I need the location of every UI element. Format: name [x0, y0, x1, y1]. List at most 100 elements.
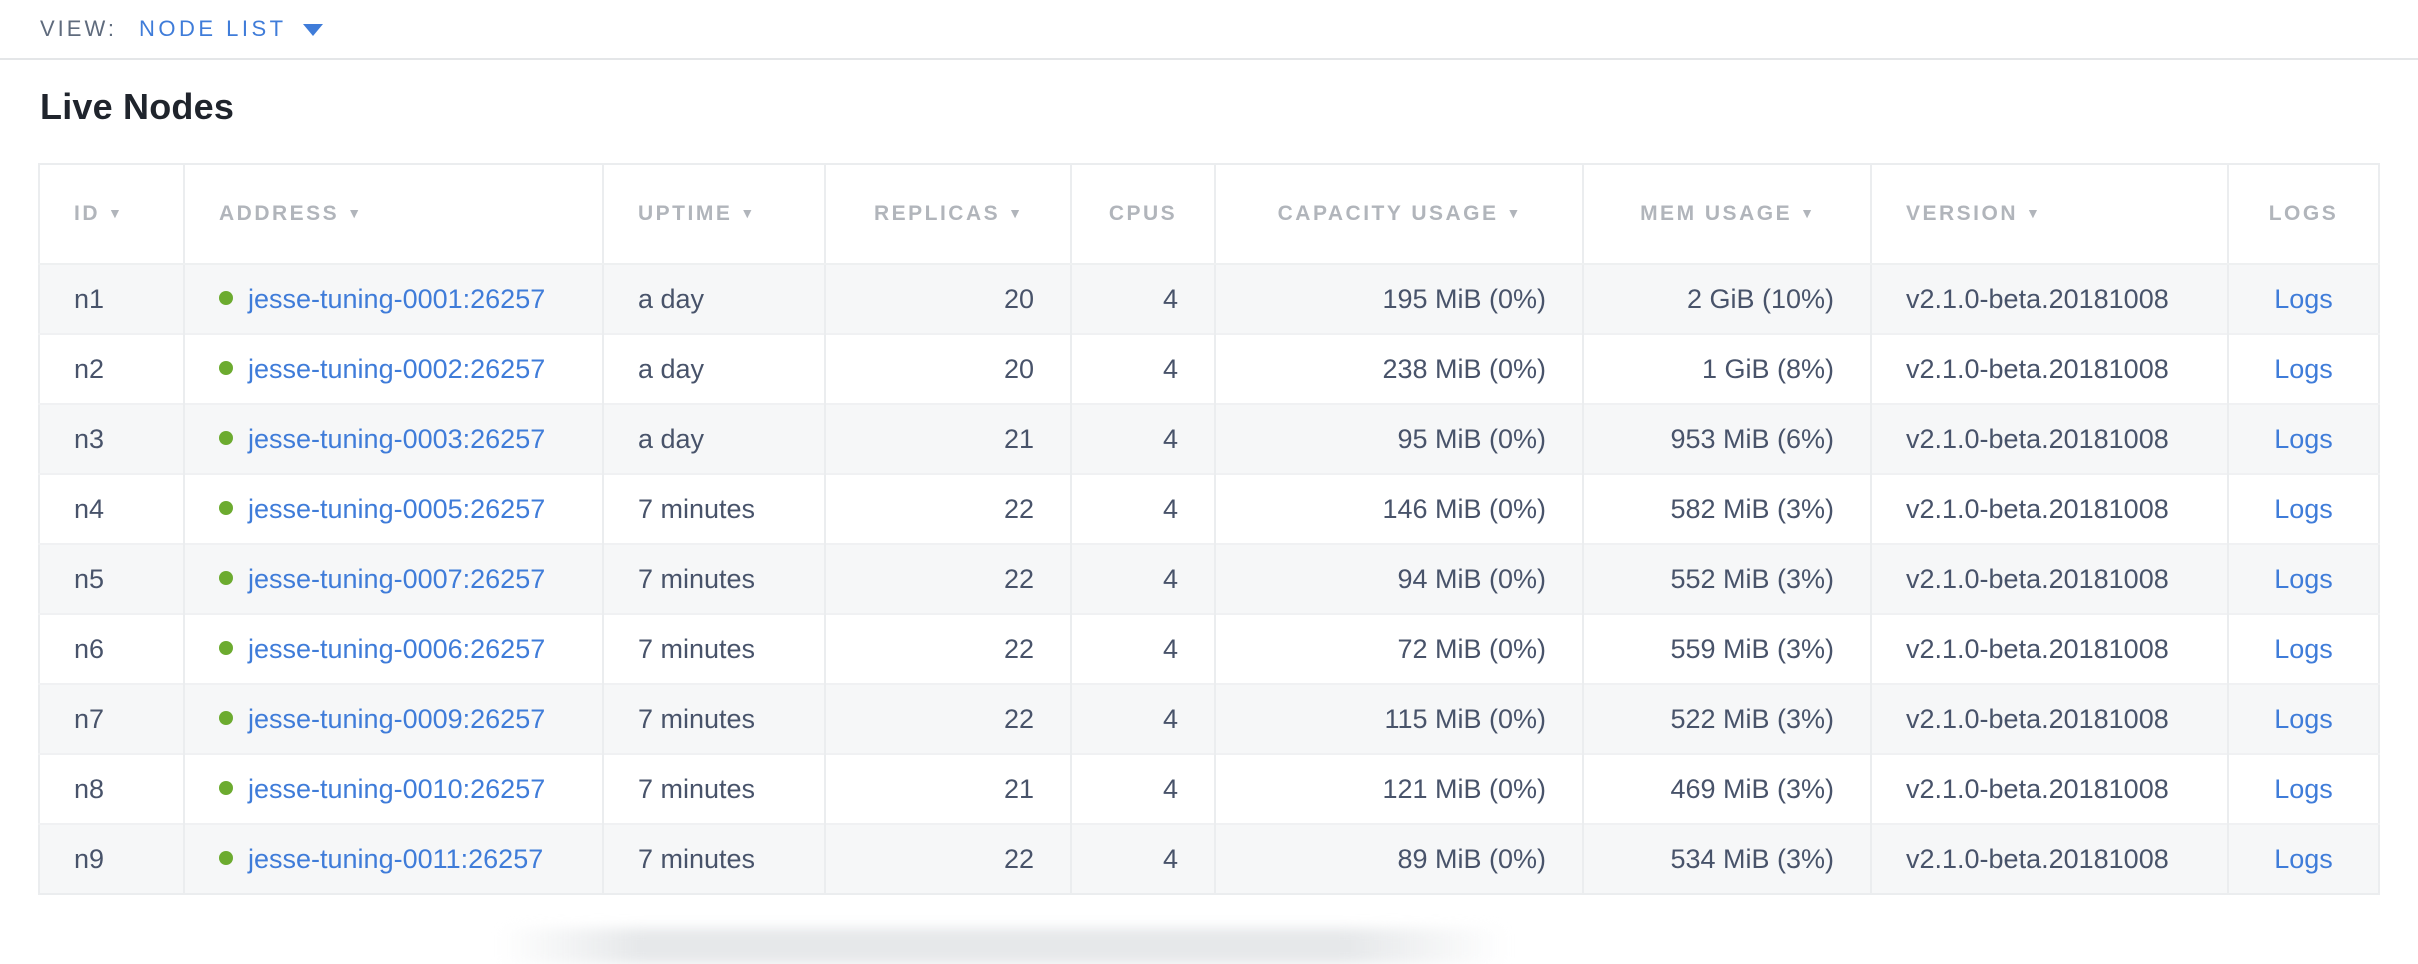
view-dropdown[interactable]: NODE LIST	[139, 16, 323, 42]
logs-link[interactable]: Logs	[2274, 563, 2333, 594]
cell-value: 115 MiB (0%)	[1384, 703, 1546, 734]
address-link[interactable]: jesse-tuning-0002:26257	[248, 353, 546, 384]
logs-link[interactable]: Logs	[2274, 773, 2333, 804]
cell-address: jesse-tuning-0003:26257	[183, 403, 603, 474]
cell-value: n5	[74, 563, 105, 594]
cell-capacity: 121 MiB (0%)	[1214, 753, 1583, 824]
sort-descending-icon: ▼	[108, 205, 122, 221]
column-header-capacity[interactable]: CAPACITY USAGE ▼	[1214, 164, 1583, 265]
cell-address: jesse-tuning-0010:26257	[183, 753, 603, 824]
cell-mem: 522 MiB (3%)	[1582, 683, 1871, 754]
table-row: n1 jesse-tuning-0001:26257 a day 20 4 195 MiB…	[39, 264, 2379, 334]
node-live-status-dot	[219, 431, 233, 446]
logs-link[interactable]: Logs	[2274, 353, 2333, 384]
logs-link[interactable]: Logs	[2274, 633, 2333, 664]
cell-value: 22	[1003, 703, 1034, 734]
column-header-mem[interactable]: MEM USAGE ▼	[1582, 164, 1871, 265]
address-link[interactable]: jesse-tuning-0010:26257	[248, 773, 546, 804]
logs-link[interactable]: Logs	[2274, 283, 2333, 314]
cell-value: n2	[74, 353, 105, 384]
logs-link[interactable]: Logs	[2274, 703, 2333, 734]
logs-link[interactable]: Logs	[2274, 493, 2333, 524]
node-live-status-dot	[219, 571, 233, 586]
logs-link[interactable]: Logs	[2274, 423, 2333, 454]
view-dropdown-value: NODE LIST	[138, 16, 287, 41]
address-link[interactable]: jesse-tuning-0007:26257	[248, 563, 546, 594]
cell-value: 22	[1003, 633, 1034, 664]
address-link[interactable]: jesse-tuning-0005:26257	[248, 493, 546, 524]
cell-replicas: 20	[824, 333, 1071, 404]
cell-cpus: 4	[1070, 613, 1215, 684]
cell-id: n7	[39, 683, 184, 754]
cell-value: 21	[1003, 773, 1034, 804]
column-label: LOGS	[2268, 202, 2339, 225]
cell-logs: Logs	[2227, 264, 2379, 334]
cell-value: 582 MiB (3%)	[1670, 493, 1834, 524]
cell-replicas: 22	[824, 683, 1071, 754]
cell-value: n7	[74, 703, 105, 734]
cell-uptime: 7 minutes	[602, 683, 825, 754]
cell-value: a day	[638, 283, 705, 314]
cell-value: v2.1.0-beta.20181008	[1906, 423, 2169, 454]
view-bar: VIEW: NODE LIST	[0, 0, 2418, 60]
address-link[interactable]: jesse-tuning-0006:26257	[248, 633, 546, 664]
cell-logs: Logs	[2227, 823, 2379, 894]
column-header-address[interactable]: ADDRESS ▼	[183, 164, 603, 265]
cell-replicas: 22	[824, 473, 1071, 544]
cell-logs: Logs	[2227, 333, 2379, 404]
cell-value: v2.1.0-beta.20181008	[1906, 563, 2169, 594]
cell-value: 195 MiB (0%)	[1382, 283, 1546, 314]
cell-value: 20	[1003, 353, 1034, 384]
column-label: MEM USAGE	[1640, 202, 1793, 225]
cell-value: 121 MiB (0%)	[1382, 773, 1546, 804]
cell-cpus: 4	[1070, 473, 1215, 544]
cell-version: v2.1.0-beta.20181008	[1870, 543, 2228, 614]
cell-cpus: 4	[1070, 543, 1215, 614]
table-row: n9 jesse-tuning-0011:26257 7 minutes 22 4 89 …	[39, 823, 2379, 894]
cell-version: v2.1.0-beta.20181008	[1870, 823, 2228, 894]
cell-address: jesse-tuning-0001:26257	[183, 264, 603, 334]
cell-value: 4	[1162, 353, 1178, 384]
node-live-status-dot	[219, 781, 233, 796]
cell-value: 89 MiB (0%)	[1397, 843, 1546, 874]
column-header-id[interactable]: ID ▼	[39, 164, 184, 265]
table-row: n3 jesse-tuning-0003:26257 a day 21 4 95 MiB …	[39, 403, 2379, 474]
column-header-version[interactable]: VERSION ▼	[1870, 164, 2228, 265]
caret-down-icon	[302, 24, 323, 36]
cell-uptime: 7 minutes	[602, 823, 825, 894]
logs-link[interactable]: Logs	[2274, 843, 2333, 874]
cell-value: 1 GiB (8%)	[1701, 353, 1834, 384]
cell-logs: Logs	[2227, 753, 2379, 824]
cell-id: n6	[39, 613, 184, 684]
address-link[interactable]: jesse-tuning-0001:26257	[248, 283, 546, 314]
cell-value: 22	[1003, 843, 1034, 874]
column-label: VERSION	[1906, 202, 2019, 225]
cell-value: 146 MiB (0%)	[1382, 493, 1546, 524]
cell-replicas: 21	[824, 753, 1071, 824]
cell-id: n1	[39, 264, 184, 334]
page-title: Live Nodes	[40, 86, 235, 127]
cell-value: 552 MiB (3%)	[1670, 563, 1834, 594]
address-link[interactable]: jesse-tuning-0011:26257	[248, 843, 544, 874]
column-header-replicas[interactable]: REPLICAS ▼	[824, 164, 1071, 265]
column-label: ID	[74, 202, 100, 225]
sort-descending-icon: ▼	[740, 205, 755, 221]
cell-capacity: 94 MiB (0%)	[1214, 543, 1583, 614]
cell-value: 953 MiB (6%)	[1670, 423, 1834, 454]
cell-value: 4	[1162, 493, 1178, 524]
cell-mem: 953 MiB (6%)	[1582, 403, 1871, 474]
cell-uptime: 7 minutes	[602, 613, 825, 684]
column-label: CAPACITY USAGE	[1277, 202, 1499, 225]
cell-mem: 582 MiB (3%)	[1582, 473, 1871, 544]
cell-value: 22	[1003, 563, 1034, 594]
cell-value: 4	[1162, 773, 1178, 804]
address-link[interactable]: jesse-tuning-0009:26257	[248, 703, 546, 734]
cell-version: v2.1.0-beta.20181008	[1870, 473, 2228, 544]
column-label: CPUS	[1108, 202, 1178, 225]
cell-version: v2.1.0-beta.20181008	[1870, 683, 2228, 754]
cell-value: v2.1.0-beta.20181008	[1906, 633, 2169, 664]
column-header-uptime[interactable]: UPTIME ▼	[602, 164, 825, 265]
cell-value: v2.1.0-beta.20181008	[1906, 283, 2169, 314]
address-link[interactable]: jesse-tuning-0003:26257	[248, 423, 546, 454]
cell-value: 4	[1162, 283, 1178, 314]
